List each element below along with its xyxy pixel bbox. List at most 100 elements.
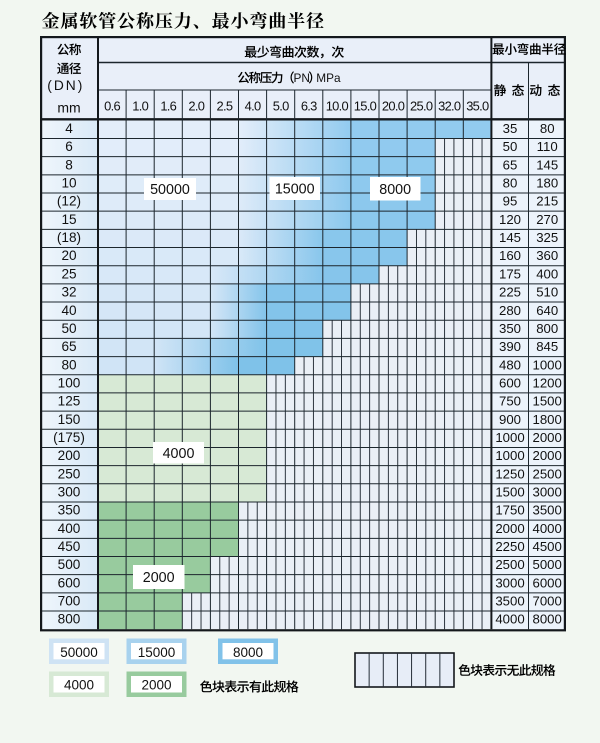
svg-text:4: 4 <box>65 121 73 136</box>
svg-text:50000: 50000 <box>60 645 98 660</box>
svg-text:50: 50 <box>503 139 518 154</box>
svg-text:8000: 8000 <box>533 612 562 627</box>
svg-text:600: 600 <box>58 575 81 590</box>
svg-text:4500: 4500 <box>533 539 562 554</box>
svg-text:1200: 1200 <box>533 375 562 390</box>
svg-text:390: 390 <box>499 339 521 354</box>
svg-text:35: 35 <box>503 121 518 136</box>
svg-text:50000: 50000 <box>150 182 190 198</box>
svg-text:20: 20 <box>61 248 77 263</box>
svg-text:10.0: 10.0 <box>326 98 349 113</box>
svg-text:15000: 15000 <box>275 182 315 198</box>
svg-text:5.0: 5.0 <box>273 98 289 113</box>
svg-text:400: 400 <box>58 521 81 536</box>
svg-text:8000: 8000 <box>379 182 411 198</box>
svg-text:480: 480 <box>499 357 521 372</box>
svg-text:1500: 1500 <box>533 394 562 409</box>
svg-text:800: 800 <box>58 612 81 627</box>
svg-text:250: 250 <box>58 466 81 481</box>
svg-text:32: 32 <box>61 285 76 300</box>
svg-text:3500: 3500 <box>533 503 562 518</box>
svg-text:2500: 2500 <box>495 557 524 572</box>
svg-text:350: 350 <box>499 321 521 336</box>
svg-text:2000: 2000 <box>141 677 171 692</box>
svg-text:700: 700 <box>58 594 81 609</box>
svg-text:35.0: 35.0 <box>466 98 489 113</box>
svg-text:15000: 15000 <box>138 645 176 660</box>
svg-text:2.0: 2.0 <box>188 98 204 113</box>
svg-text:15: 15 <box>61 212 76 227</box>
svg-text:4000: 4000 <box>533 521 562 536</box>
svg-text:7000: 7000 <box>533 594 562 609</box>
svg-text:1000: 1000 <box>533 357 562 372</box>
svg-text:3500: 3500 <box>495 594 524 609</box>
svg-text:750: 750 <box>499 394 521 409</box>
svg-text:800: 800 <box>536 321 558 336</box>
svg-text:450: 450 <box>58 539 81 554</box>
svg-text:1000: 1000 <box>495 430 524 445</box>
svg-text:6.3: 6.3 <box>301 98 317 113</box>
svg-text:3000: 3000 <box>533 485 562 500</box>
svg-text:0.6: 0.6 <box>104 98 120 113</box>
svg-text:25: 25 <box>61 266 76 281</box>
svg-text:215: 215 <box>536 194 558 209</box>
svg-text:(175): (175) <box>53 430 85 445</box>
svg-text:300: 300 <box>58 485 81 500</box>
svg-text:50: 50 <box>61 321 77 336</box>
svg-text:160: 160 <box>499 248 521 263</box>
svg-text:8000: 8000 <box>233 645 263 660</box>
svg-text:150: 150 <box>58 412 81 427</box>
svg-text:225: 225 <box>499 285 521 300</box>
svg-text:3000: 3000 <box>495 575 524 590</box>
svg-text:640: 640 <box>536 303 558 318</box>
svg-text:40: 40 <box>61 303 77 318</box>
svg-text:2.5: 2.5 <box>217 98 233 113</box>
svg-text:80: 80 <box>540 121 555 136</box>
svg-text:2000: 2000 <box>143 570 175 586</box>
svg-text:1250: 1250 <box>495 466 524 481</box>
svg-text:32.0: 32.0 <box>438 98 461 113</box>
svg-text:10: 10 <box>61 176 77 191</box>
svg-text:80: 80 <box>503 176 518 191</box>
svg-text:145: 145 <box>536 157 558 172</box>
svg-text:280: 280 <box>499 303 521 318</box>
svg-text:65: 65 <box>503 157 518 172</box>
svg-text:1.0: 1.0 <box>132 98 148 113</box>
svg-text:4.0: 4.0 <box>245 98 261 113</box>
svg-text:65: 65 <box>61 339 76 354</box>
svg-text:25.0: 25.0 <box>410 98 433 113</box>
svg-text:4000: 4000 <box>163 446 195 462</box>
svg-text:510: 510 <box>536 285 558 300</box>
svg-text:5000: 5000 <box>533 557 562 572</box>
svg-text:2500: 2500 <box>533 466 562 481</box>
svg-text:6000: 6000 <box>533 575 562 590</box>
svg-text:845: 845 <box>536 339 558 354</box>
svg-text:95: 95 <box>503 194 518 209</box>
svg-text:2000: 2000 <box>495 521 524 536</box>
svg-text:180: 180 <box>536 176 558 191</box>
svg-text:100: 100 <box>58 375 81 390</box>
svg-text:4000: 4000 <box>495 612 524 627</box>
svg-text:4000: 4000 <box>64 677 94 692</box>
svg-text:6: 6 <box>65 139 73 154</box>
svg-text:(DN): (DN) <box>47 78 84 93</box>
svg-text:175: 175 <box>499 266 521 281</box>
svg-text:20.0: 20.0 <box>382 98 405 113</box>
svg-text:270: 270 <box>536 212 558 227</box>
svg-text:2250: 2250 <box>495 539 524 554</box>
svg-text:145: 145 <box>499 230 521 245</box>
svg-text:MPa: MPa <box>316 71 341 85</box>
svg-text:1.6: 1.6 <box>160 98 176 113</box>
svg-text:200: 200 <box>58 448 81 463</box>
svg-text:125: 125 <box>58 394 81 409</box>
svg-text:500: 500 <box>58 557 81 572</box>
svg-text:(18): (18) <box>57 230 81 245</box>
svg-text:400: 400 <box>536 266 558 281</box>
svg-text:1800: 1800 <box>533 412 562 427</box>
svg-text:325: 325 <box>536 230 558 245</box>
svg-text:120: 120 <box>499 212 521 227</box>
svg-text:900: 900 <box>499 412 521 427</box>
svg-text:350: 350 <box>58 503 81 518</box>
svg-text:(12): (12) <box>57 194 81 209</box>
svg-text:8: 8 <box>65 157 73 172</box>
